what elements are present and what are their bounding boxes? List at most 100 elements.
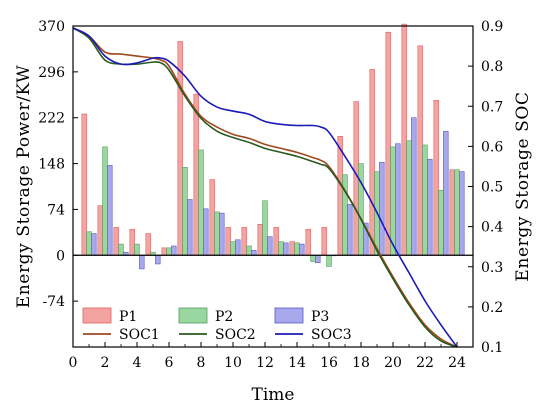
x-tick-label: 0 <box>69 355 78 371</box>
left-y-tick-label: 370 <box>38 19 65 35</box>
bar-p3-8 <box>203 208 209 256</box>
bar-p2-12 <box>262 200 268 256</box>
legend: P1 P2 P3 SOC1 SOC2 SOC3 <box>82 307 352 343</box>
bar-p3-11 <box>251 250 257 256</box>
x-tick-label: 10 <box>224 355 242 371</box>
soc-lines-group <box>72 27 458 348</box>
x-tick-label: 4 <box>133 355 142 371</box>
bar-p3-24 <box>459 171 465 256</box>
bar-p1-19 <box>369 69 375 256</box>
left-y-tick-label: 148 <box>38 157 65 173</box>
legend-swatch-p2 <box>178 307 208 324</box>
left-y-axis-label: Energy Storage Power/KW <box>14 65 34 309</box>
bar-p3-20 <box>395 143 401 256</box>
bar-p2-3 <box>118 243 124 256</box>
bar-p1-23 <box>433 100 439 256</box>
bar-p3-10 <box>235 239 241 256</box>
bar-p3-7 <box>187 199 193 256</box>
bar-p1-14 <box>289 241 295 256</box>
bar-p1-22 <box>417 45 423 256</box>
bar-p3-17 <box>347 204 353 256</box>
bar-p2-2 <box>102 146 108 256</box>
legend-label-soc3: SOC3 <box>311 327 352 343</box>
right-y-tick-label: 0.9 <box>481 19 503 35</box>
bar-p3-4 <box>139 254 145 270</box>
bar-p3-14 <box>299 243 305 256</box>
bar-p1-15 <box>305 228 311 256</box>
x-tick-label: 24 <box>448 355 466 371</box>
line-soc2 <box>72 27 458 348</box>
bar-p1-8 <box>193 93 199 256</box>
legend-swatch-p1 <box>82 307 112 324</box>
x-tick-label: 2 <box>101 355 110 371</box>
bar-p3-23 <box>443 131 449 256</box>
line-soc1 <box>72 27 458 348</box>
bar-p2-14 <box>294 242 300 256</box>
bar-p3-12 <box>267 236 273 256</box>
bar-p2-20 <box>390 146 396 256</box>
x-tick-label: 8 <box>197 355 206 371</box>
bar-p2-16 <box>326 254 332 267</box>
bar-p1-20 <box>385 31 391 256</box>
legend-label-p2: P2 <box>215 309 233 325</box>
bar-p1-11 <box>241 227 247 256</box>
bar-p1-10 <box>225 227 231 256</box>
bar-p1-13 <box>273 227 279 256</box>
x-tick-label: 20 <box>384 355 402 371</box>
right-y-tick-label: 0.7 <box>481 99 503 115</box>
bar-p1-3 <box>113 227 119 256</box>
bar-p1-5 <box>145 233 151 256</box>
bar-p2-23 <box>438 189 444 256</box>
left-y-axis-ticks: -74 0 74 148 222 296 370 <box>38 19 78 310</box>
legend-label-p1: P1 <box>119 309 137 325</box>
bar-p2-21 <box>406 140 412 256</box>
x-tick-label: 16 <box>320 355 338 371</box>
bar-p3-13 <box>283 242 289 256</box>
bar-p3-2 <box>107 165 113 256</box>
bar-p2-10 <box>230 241 236 256</box>
bar-p2-15 <box>310 254 316 262</box>
right-y-tick-label: 0.4 <box>481 220 503 236</box>
left-y-tick-label: 296 <box>38 65 65 81</box>
legend-label-p3: P3 <box>311 309 329 325</box>
bar-p3-21 <box>411 117 417 256</box>
right-y-tick-label: 0.6 <box>481 139 503 155</box>
bar-p2-11 <box>246 245 252 256</box>
bar-p2-8 <box>198 149 204 256</box>
bar-p3-19 <box>379 162 385 256</box>
bar-p1-17 <box>337 136 343 256</box>
bar-p1-12 <box>257 224 263 256</box>
left-y-tick-label: 74 <box>47 202 65 218</box>
bar-p1-16 <box>321 227 327 256</box>
x-tick-label: 22 <box>416 355 434 371</box>
bar-p3-9 <box>219 212 225 256</box>
bar-p3-15 <box>315 254 321 264</box>
right-y-axis-ticks: 0.1 0.2 0.3 0.4 0.5 0.6 0.7 0.8 0.9 <box>468 19 503 356</box>
line-soc3 <box>72 27 458 348</box>
legend-swatch-p3 <box>274 307 304 324</box>
right-y-tick-label: 0.3 <box>481 260 503 276</box>
bar-p1-24 <box>449 169 455 256</box>
bar-p2-7 <box>182 166 188 256</box>
x-axis-ticks: 0 2 4 6 8 10 12 14 16 18 20 22 24 <box>69 342 466 371</box>
bar-p1-2 <box>97 205 103 256</box>
bar-p2-13 <box>278 241 284 256</box>
right-y-axis-label: Energy Storage SOC <box>513 91 533 281</box>
bar-p3-5 <box>155 254 161 265</box>
x-tick-label: 14 <box>288 355 306 371</box>
bar-p2-4 <box>134 243 140 256</box>
bar-p2-22 <box>422 144 428 256</box>
bar-p3-1 <box>91 233 97 256</box>
left-y-tick-label: 0 <box>56 248 65 264</box>
left-y-tick-label: 222 <box>38 111 65 127</box>
x-tick-label: 6 <box>165 355 174 371</box>
legend-label-soc2: SOC2 <box>215 327 256 343</box>
x-axis-label: Time <box>252 385 295 405</box>
x-tick-label: 12 <box>256 355 274 371</box>
bar-p1-1 <box>81 113 87 256</box>
bar-p1-21 <box>401 23 407 256</box>
bar-p2-6 <box>166 247 172 256</box>
bar-p1-9 <box>209 179 215 256</box>
bar-p1-6 <box>161 247 167 256</box>
